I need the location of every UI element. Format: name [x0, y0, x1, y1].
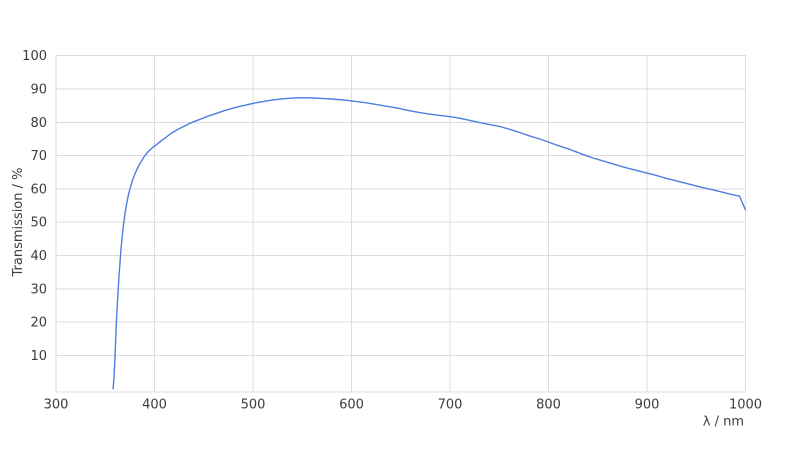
x-axis-tick-labels: 300 400 500 600 700 800 900 1000	[44, 398, 762, 413]
x-tick-label: 300	[44, 398, 69, 413]
y-tick-label: 90	[30, 82, 47, 97]
x-tick-label: 600	[339, 398, 364, 413]
x-tick-label: 500	[241, 398, 266, 413]
y-tick-label: 40	[30, 249, 47, 264]
y-tick-label: 60	[30, 182, 47, 197]
grid	[55, 55, 746, 393]
y-tick-label: 30	[30, 282, 47, 297]
x-tick-label: 800	[536, 398, 561, 413]
x-axis-title: λ / nm	[703, 415, 744, 430]
y-tick-label: 80	[30, 116, 47, 131]
y-tick-label: 100	[22, 49, 47, 64]
x-tick-label: 400	[142, 398, 167, 413]
x-tick-label: 1000	[729, 398, 762, 413]
y-tick-label: 20	[30, 316, 47, 331]
x-tick-label: 900	[635, 398, 660, 413]
y-tick-label: 10	[30, 349, 47, 364]
y-tick-label: 50	[30, 216, 47, 231]
y-axis-tick-labels: 10 20 30 40 50 60 70 80 90 100	[22, 49, 47, 364]
x-tick-label: 700	[438, 398, 463, 413]
y-tick-label: 70	[30, 149, 47, 164]
y-axis-title: Transmission / %	[11, 168, 26, 278]
transmission-curve	[112, 96, 747, 390]
